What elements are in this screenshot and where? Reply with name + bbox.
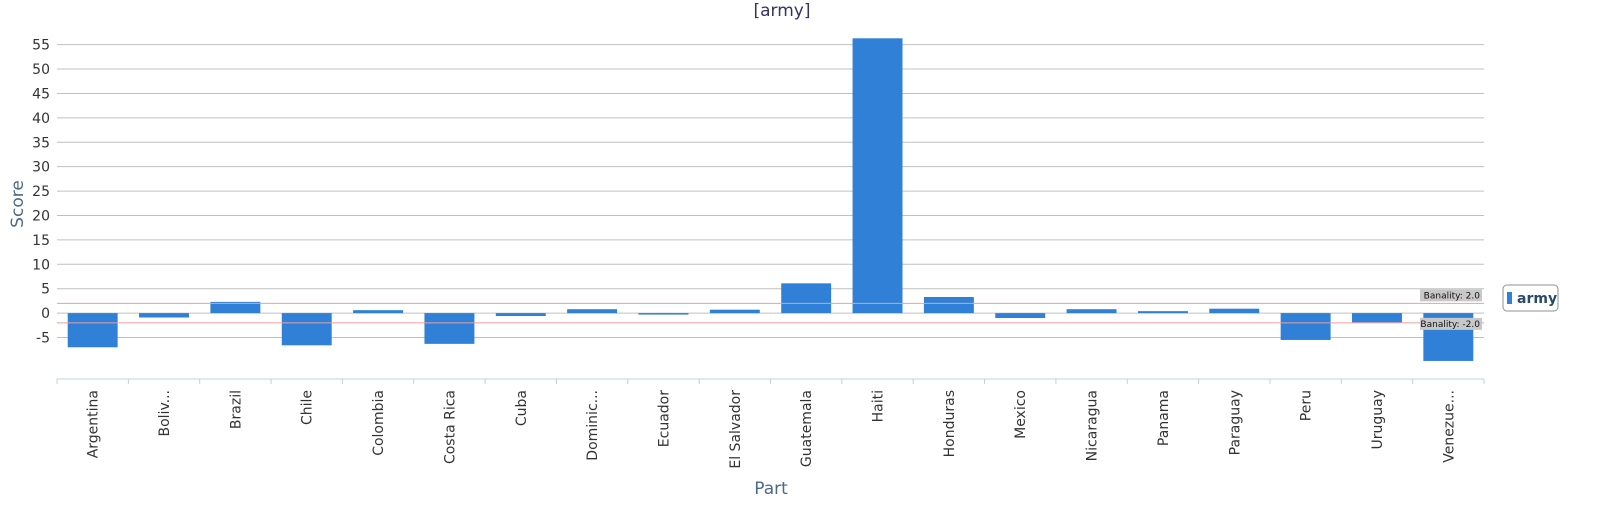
legend[interactable]: army (1502, 284, 1559, 312)
y-tick-label: 25 (32, 184, 50, 200)
bar[interactable] (709, 309, 760, 314)
x-tick-label: Brazil (228, 390, 244, 429)
x-tick-label: Guatemala (799, 390, 815, 467)
legend-box (1502, 284, 1559, 312)
x-tick-label: Peru (1299, 390, 1315, 421)
y-tick-label: 50 (32, 62, 50, 78)
bar[interactable] (1066, 309, 1117, 314)
y-tick-label: 0 (41, 306, 50, 322)
bar[interactable] (923, 296, 974, 314)
x-tick-label: Cuba (514, 390, 530, 426)
y-tick-label: 45 (32, 86, 50, 102)
bar[interactable] (210, 301, 261, 314)
x-tick-label: Venezue... (1441, 390, 1457, 463)
x-axis: Argentina Boliv... Brazil Chile Colombia Cost… (56, 378, 1485, 469)
bar[interactable] (1352, 313, 1402, 323)
x-tick-label: Costa Rica (442, 390, 458, 464)
x-tick-label: Haiti (871, 390, 887, 422)
bar[interactable] (139, 313, 189, 318)
x-tick-label: Argentina (86, 390, 102, 458)
x-tick-label: Panama (1156, 390, 1172, 446)
x-tick-label: Nicaragua (1085, 390, 1101, 461)
bar[interactable] (281, 313, 332, 346)
bar[interactable] (781, 283, 832, 314)
x-tick-label: Colombia (371, 390, 387, 456)
bar[interactable] (567, 309, 618, 314)
reference-label-bg (1420, 289, 1482, 302)
x-tick-label: Chile (300, 390, 316, 425)
x-tick-label: Dominic... (585, 390, 601, 461)
x-axis-label: Part (754, 479, 788, 499)
bar[interactable] (638, 313, 689, 315)
x-tick-label: Boliv... (157, 390, 173, 437)
bar[interactable] (995, 313, 1046, 318)
reference-lines: Banality: 2.0 Banality: -2.0 (57, 289, 1484, 330)
x-tick-label: El Salvador (728, 390, 744, 469)
x-tick-label: Honduras (942, 390, 958, 457)
bar[interactable] (1280, 313, 1331, 340)
reference-label-bg (1420, 317, 1482, 330)
y-tick-label: 40 (32, 111, 50, 127)
bar[interactable] (495, 313, 546, 317)
bar[interactable] (1209, 308, 1260, 314)
legend-swatch (1507, 292, 1512, 304)
y-tick-label: 20 (32, 208, 50, 224)
y-tick-label: 15 (32, 233, 50, 249)
x-tick-label: Mexico (1013, 390, 1029, 439)
reference-label: Banality: -2.0 (1420, 320, 1480, 330)
x-tick-label: Ecuador (656, 390, 672, 447)
y-axis-label: Score (8, 180, 28, 228)
y-tick-label: 55 (32, 38, 50, 54)
bar[interactable] (67, 313, 118, 348)
bars (67, 38, 1474, 361)
x-tick-label: Paraguay (1227, 390, 1243, 455)
bar[interactable] (1137, 311, 1188, 314)
legend-label: army (1517, 291, 1557, 307)
bar[interactable] (424, 313, 475, 344)
bar[interactable] (852, 38, 903, 314)
grid-lines (57, 44, 1484, 339)
bar[interactable] (353, 310, 404, 314)
y-axis-ticks: -5 0 5 10 15 20 25 30 35 40 45 50 55 (32, 38, 50, 347)
chart-title: [army] (754, 1, 811, 21)
reference-label: Banality: 2.0 (1424, 291, 1481, 301)
y-tick-label: -5 (36, 331, 50, 347)
y-tick-label: 35 (32, 135, 50, 151)
y-tick-label: 5 (41, 282, 50, 298)
y-tick-label: 10 (32, 257, 50, 273)
y-tick-label: 30 (32, 160, 50, 176)
x-tick-label: Uruguay (1370, 390, 1386, 450)
